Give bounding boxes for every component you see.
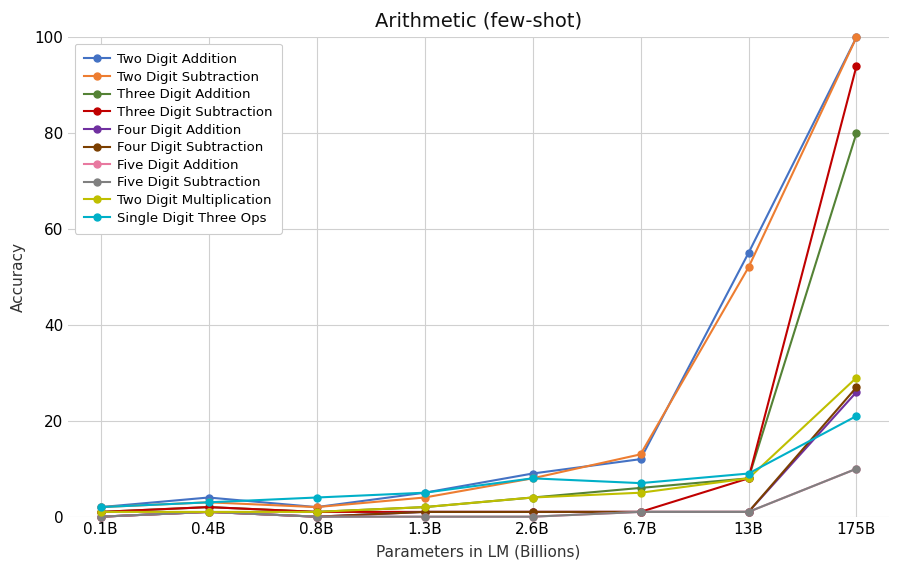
Five Digit Subtraction [743,508,754,515]
Five Digit Addition [527,513,538,520]
Five Digit Subtraction [203,508,214,515]
Three Digit Addition [203,504,214,510]
Two Digit Addition [419,489,430,496]
Four Digit Addition [419,508,430,515]
Four Digit Addition [527,508,538,515]
Two Digit Subtraction [95,504,106,510]
Y-axis label: Accuracy: Accuracy [11,242,26,312]
Two Digit Addition [527,470,538,477]
Two Digit Subtraction [851,34,862,41]
Two Digit Subtraction [527,475,538,482]
Legend: Two Digit Addition, Two Digit Subtraction, Three Digit Addition, Three Digit Sub: Two Digit Addition, Two Digit Subtractio… [75,44,282,234]
Five Digit Subtraction [851,465,862,472]
Two Digit Multiplication [95,508,106,515]
Two Digit Subtraction [419,494,430,501]
Five Digit Subtraction [527,513,538,520]
Two Digit Multiplication [419,504,430,510]
Two Digit Addition [95,504,106,510]
Two Digit Multiplication [527,494,538,501]
Two Digit Subtraction [311,504,322,510]
Four Digit Addition [311,513,322,520]
Three Digit Subtraction [311,508,322,515]
Four Digit Subtraction [419,508,430,515]
Title: Arithmetic (few-shot): Arithmetic (few-shot) [375,11,582,30]
Three Digit Addition [635,485,646,492]
Three Digit Addition [95,508,106,515]
X-axis label: Parameters in LM (Billions): Parameters in LM (Billions) [376,545,580,560]
Three Digit Addition [851,130,862,136]
Five Digit Addition [743,508,754,515]
Line: Three Digit Subtraction: Three Digit Subtraction [97,62,860,516]
Two Digit Multiplication [743,475,754,482]
Three Digit Subtraction [851,63,862,70]
Single Digit Three Ops [527,475,538,482]
Three Digit Subtraction [95,508,106,515]
Line: Two Digit Subtraction: Two Digit Subtraction [97,34,860,510]
Four Digit Subtraction [311,513,322,520]
Three Digit Subtraction [203,504,214,510]
Five Digit Addition [311,513,322,520]
Five Digit Addition [851,465,862,472]
Four Digit Addition [851,389,862,396]
Single Digit Three Ops [635,480,646,486]
Two Digit Subtraction [635,451,646,458]
Three Digit Subtraction [743,475,754,482]
Three Digit Addition [743,475,754,482]
Four Digit Subtraction [203,508,214,515]
Single Digit Three Ops [419,489,430,496]
Two Digit Multiplication [311,508,322,515]
Four Digit Addition [203,508,214,515]
Five Digit Subtraction [419,513,430,520]
Line: Four Digit Addition: Four Digit Addition [97,388,860,520]
Four Digit Addition [635,508,646,515]
Two Digit Subtraction [743,264,754,271]
Two Digit Multiplication [203,508,214,515]
Line: Single Digit Three Ops: Single Digit Three Ops [97,412,860,510]
Four Digit Subtraction [95,513,106,520]
Four Digit Addition [743,508,754,515]
Two Digit Multiplication [635,489,646,496]
Line: Four Digit Subtraction: Four Digit Subtraction [97,384,860,520]
Five Digit Subtraction [95,513,106,520]
Five Digit Subtraction [635,508,646,515]
Four Digit Addition [95,513,106,520]
Single Digit Three Ops [743,470,754,477]
Five Digit Addition [419,513,430,520]
Two Digit Addition [851,34,862,41]
Single Digit Three Ops [95,504,106,510]
Line: Two Digit Addition: Two Digit Addition [97,34,860,510]
Three Digit Addition [527,494,538,501]
Five Digit Subtraction [311,513,322,520]
Two Digit Addition [743,250,754,256]
Four Digit Subtraction [851,384,862,391]
Three Digit Subtraction [527,508,538,515]
Two Digit Subtraction [203,499,214,506]
Five Digit Addition [635,508,646,515]
Single Digit Three Ops [851,413,862,420]
Two Digit Multiplication [851,374,862,381]
Five Digit Addition [203,508,214,515]
Line: Five Digit Subtraction: Five Digit Subtraction [97,465,860,520]
Line: Two Digit Multiplication: Two Digit Multiplication [97,374,860,516]
Line: Five Digit Addition: Five Digit Addition [97,465,860,520]
Two Digit Addition [311,504,322,510]
Four Digit Subtraction [743,508,754,515]
Single Digit Three Ops [203,499,214,506]
Two Digit Addition [203,494,214,501]
Three Digit Subtraction [635,508,646,515]
Three Digit Addition [311,508,322,515]
Five Digit Addition [95,513,106,520]
Four Digit Subtraction [527,508,538,515]
Two Digit Addition [635,456,646,463]
Three Digit Subtraction [419,508,430,515]
Three Digit Addition [419,504,430,510]
Four Digit Subtraction [635,508,646,515]
Line: Three Digit Addition: Three Digit Addition [97,130,860,516]
Single Digit Three Ops [311,494,322,501]
